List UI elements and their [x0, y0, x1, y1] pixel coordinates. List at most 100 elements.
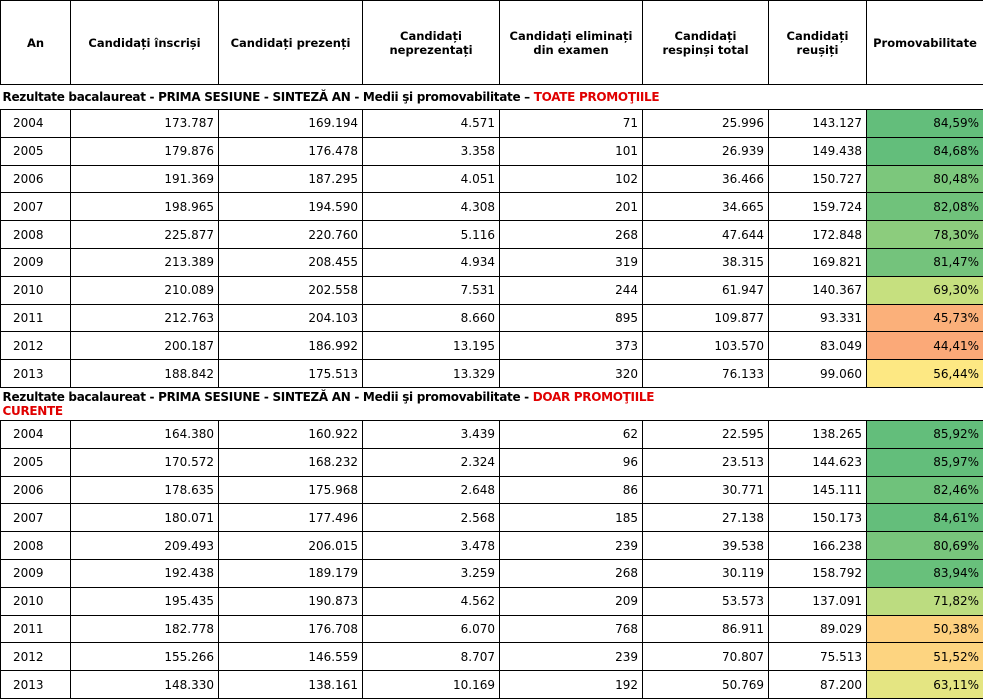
data-cell: 30.771	[642, 475, 769, 505]
data-cell: 138.265	[768, 419, 867, 449]
data-cell: 164.380	[70, 419, 219, 449]
year-cell: 2009	[0, 247, 71, 277]
pass-rate-cell: 50,38%	[866, 614, 983, 644]
data-cell: 202.558	[218, 275, 363, 305]
data-cell: 208.455	[218, 247, 363, 277]
data-cell: 3.478	[362, 531, 500, 560]
year-cell: 2012	[0, 642, 71, 672]
data-cell: 213.389	[70, 247, 219, 277]
data-row: 2007 198.965 194.590 4.308 201 34.665 159.724 8…	[0, 192, 983, 222]
column-header: Candidați neprezentați	[362, 0, 500, 85]
data-row: 2005 170.572 168.232 2.324 96 23.513 144.623 85…	[0, 447, 983, 477]
data-cell: 239	[499, 531, 643, 560]
data-cell: 2.648	[362, 475, 500, 505]
data-cell: 206.015	[218, 531, 363, 560]
data-row: 2005 179.876 176.478 3.358 101 26.939 149.438 8…	[0, 136, 983, 166]
data-row: 2004 164.380 160.922 3.439 62 22.595 138.265 85…	[0, 419, 983, 449]
data-cell: 109.877	[642, 303, 769, 333]
data-cell: 86.911	[642, 614, 769, 644]
data-cell: 99.060	[768, 359, 867, 388]
section-title: Rezultate bacalaureat - PRIMA SESIUNE - …	[1, 85, 983, 110]
data-cell: 244	[499, 275, 643, 305]
data-cell: 75.513	[768, 642, 867, 672]
data-cell: 177.496	[218, 503, 363, 533]
data-cell: 182.778	[70, 614, 219, 644]
data-cell: 47.644	[642, 220, 769, 249]
data-cell: 175.513	[218, 359, 363, 388]
section-title-text: Rezultate bacalaureat - PRIMA SESIUNE - …	[3, 90, 715, 104]
data-cell: 145.111	[768, 475, 867, 505]
data-cell: 26.939	[642, 136, 769, 166]
pass-rate-cell: 63,11%	[866, 670, 983, 699]
data-cell: 10.169	[362, 670, 500, 699]
year-cell: 2011	[0, 303, 71, 333]
column-header: An	[0, 0, 71, 85]
data-cell: 34.665	[642, 192, 769, 222]
pass-rate-cell: 80,48%	[866, 164, 983, 194]
data-cell: 212.763	[70, 303, 219, 333]
pass-rate-cell: 82,08%	[866, 192, 983, 222]
header-row: An Candidați înscriși Candidați prezenți Ca…	[0, 0, 983, 85]
data-cell: 76.133	[642, 359, 769, 388]
section-title-row: Rezultate bacalaureat - PRIMA SESIUNE - …	[1, 387, 983, 420]
pass-rate-cell: 71,82%	[866, 586, 983, 616]
data-cell: 166.238	[768, 531, 867, 560]
data-cell: 96	[499, 447, 643, 477]
data-cell: 194.590	[218, 192, 363, 222]
data-row: 2008 209.493 206.015 3.478 239 39.538 166.238 8…	[0, 531, 983, 560]
year-cell: 2013	[0, 670, 71, 699]
data-cell: 7.531	[362, 275, 500, 305]
data-cell: 209.493	[70, 531, 219, 560]
year-cell: 2006	[0, 164, 71, 194]
data-cell: 87.200	[768, 670, 867, 699]
section-title-text: Rezultate bacalaureat - PRIMA SESIUNE - …	[3, 390, 715, 418]
data-cell: 13.195	[362, 331, 500, 361]
data-cell: 4.562	[362, 586, 500, 616]
data-cell: 71	[499, 109, 643, 138]
data-cell: 225.877	[70, 220, 219, 249]
data-cell: 158.792	[768, 558, 867, 588]
data-cell: 175.968	[218, 475, 363, 505]
data-row: 2009 192.438 189.179 3.259 268 30.119 158.792 8…	[0, 558, 983, 588]
data-cell: 3.439	[362, 419, 500, 449]
data-cell: 160.922	[218, 419, 363, 449]
data-cell: 192.438	[70, 558, 219, 588]
data-cell: 6.070	[362, 614, 500, 644]
data-cell: 38.315	[642, 247, 769, 277]
data-cell: 4.051	[362, 164, 500, 194]
data-cell: 144.623	[768, 447, 867, 477]
data-cell: 169.194	[218, 109, 363, 138]
year-cell: 2007	[0, 503, 71, 533]
pass-rate-cell: 45,73%	[866, 303, 983, 333]
year-cell: 2007	[0, 192, 71, 222]
pass-rate-cell: 84,61%	[866, 503, 983, 533]
data-cell: 319	[499, 247, 643, 277]
data-cell: 140.367	[768, 275, 867, 305]
data-row: 2011 182.778 176.708 6.070 768 86.911 89.029 50…	[0, 614, 983, 644]
data-cell: 103.570	[642, 331, 769, 361]
data-cell: 2.568	[362, 503, 500, 533]
column-header: Candidați eliminați din examen	[499, 0, 643, 85]
data-cell: 53.573	[642, 586, 769, 616]
year-cell: 2010	[0, 586, 71, 616]
column-header: Candidați prezenți	[218, 0, 363, 85]
data-cell: 180.071	[70, 503, 219, 533]
data-cell: 268	[499, 220, 643, 249]
data-cell: 36.466	[642, 164, 769, 194]
data-cell: 4.308	[362, 192, 500, 222]
data-cell: 22.595	[642, 419, 769, 449]
data-cell: 137.091	[768, 586, 867, 616]
year-cell: 2004	[0, 109, 71, 138]
data-cell: 150.727	[768, 164, 867, 194]
data-cell: 70.807	[642, 642, 769, 672]
column-header: Candidați reușiți	[768, 0, 867, 85]
data-cell: 173.787	[70, 109, 219, 138]
pass-rate-cell: 81,47%	[866, 247, 983, 277]
year-cell: 2008	[0, 220, 71, 249]
data-cell: 4.934	[362, 247, 500, 277]
data-cell: 192	[499, 670, 643, 699]
data-cell: 239	[499, 642, 643, 672]
data-row: 2004 173.787 169.194 4.571 71 25.996 143.127 84…	[0, 109, 983, 138]
data-cell: 86	[499, 475, 643, 505]
